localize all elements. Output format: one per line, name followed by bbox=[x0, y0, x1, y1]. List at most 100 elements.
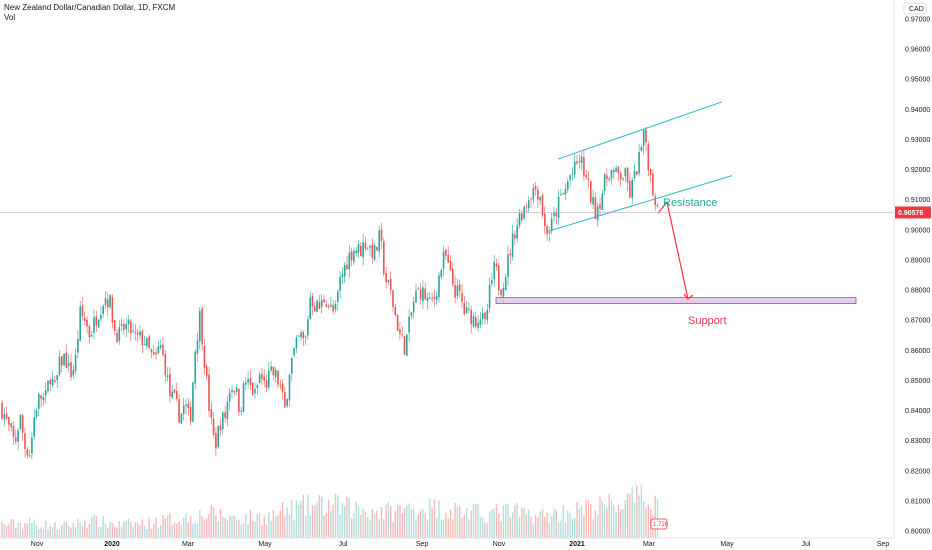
volume-bar bbox=[509, 517, 511, 538]
candle-body bbox=[350, 251, 353, 261]
candle-body bbox=[113, 320, 116, 331]
volume-bar bbox=[486, 523, 488, 538]
candle-body bbox=[88, 326, 91, 338]
volume-bar bbox=[376, 510, 378, 538]
volume-bar bbox=[81, 526, 84, 538]
candle-body bbox=[307, 319, 309, 336]
volume-bar bbox=[459, 506, 461, 538]
candle-body bbox=[583, 157, 585, 176]
candle-body bbox=[162, 344, 164, 355]
volume-bar bbox=[622, 509, 624, 538]
volume-bar bbox=[63, 522, 65, 538]
y-tick-label: 0.80000 bbox=[905, 529, 930, 536]
candle-body bbox=[270, 366, 272, 371]
volume-bar bbox=[385, 504, 387, 538]
volume-bar bbox=[592, 519, 594, 538]
volume-bar bbox=[212, 507, 215, 538]
candle-body bbox=[385, 272, 387, 283]
volume-bar bbox=[215, 515, 217, 538]
volume-bar bbox=[516, 502, 518, 538]
volume-bar bbox=[590, 504, 592, 538]
candle-body bbox=[215, 433, 217, 449]
volume-bar bbox=[10, 519, 12, 538]
annotations: 1.726 Resistance Support bbox=[495, 101, 857, 530]
volume-bar bbox=[518, 516, 521, 538]
volume-bar bbox=[560, 520, 562, 538]
volume-bar bbox=[160, 525, 162, 538]
volume-bar bbox=[344, 505, 346, 538]
candle-body bbox=[31, 437, 33, 454]
candle-body bbox=[394, 307, 397, 316]
volume-bar bbox=[229, 515, 231, 538]
volume-bar bbox=[339, 514, 341, 538]
candle-body bbox=[155, 352, 157, 355]
candle-body bbox=[633, 171, 636, 179]
volume-bar bbox=[620, 509, 622, 538]
candle-body bbox=[279, 384, 282, 386]
volume-bar bbox=[383, 519, 385, 538]
candle-body bbox=[440, 269, 443, 278]
candle-body bbox=[396, 315, 399, 331]
candle-body bbox=[560, 194, 562, 196]
volume-bar bbox=[1, 522, 3, 538]
candle-body bbox=[569, 175, 571, 180]
volume-bar bbox=[143, 525, 146, 538]
candle-body bbox=[95, 316, 98, 326]
candle-body bbox=[134, 332, 137, 334]
candle-body bbox=[502, 288, 505, 297]
volume-bar bbox=[337, 495, 339, 538]
volume-bar bbox=[28, 517, 31, 538]
volume-bars bbox=[1, 484, 659, 538]
y-tick-label: 0.93000 bbox=[905, 137, 930, 144]
candle-body bbox=[479, 319, 482, 325]
volume-bar bbox=[571, 519, 574, 538]
candle-body bbox=[649, 169, 652, 175]
candle-body bbox=[93, 317, 95, 334]
candle-body bbox=[238, 388, 240, 412]
candle-body bbox=[19, 414, 22, 429]
volume-bar bbox=[93, 514, 95, 538]
candle-body bbox=[210, 409, 213, 418]
candle-body bbox=[35, 410, 38, 417]
volume-bar bbox=[585, 500, 587, 538]
candle-body bbox=[541, 195, 544, 216]
candle-body bbox=[355, 250, 357, 254]
candle-body bbox=[219, 425, 222, 431]
candle-body bbox=[263, 376, 265, 381]
volume-bar bbox=[235, 519, 238, 538]
volume-bar bbox=[141, 519, 143, 538]
volume-bar bbox=[111, 523, 114, 538]
volume-bar bbox=[528, 509, 530, 538]
volume-bar bbox=[330, 511, 332, 538]
candle-body bbox=[116, 332, 118, 343]
volume-bar bbox=[150, 528, 153, 538]
volume-bar bbox=[169, 513, 171, 538]
x-tick-label: Sep bbox=[416, 541, 429, 548]
volume-bar bbox=[654, 495, 656, 538]
volume-bar bbox=[47, 529, 49, 538]
volume-bar bbox=[304, 515, 307, 538]
volume-bar bbox=[373, 513, 376, 538]
candle-body bbox=[449, 260, 452, 271]
candle-body bbox=[360, 245, 362, 257]
candle-body bbox=[652, 173, 654, 196]
volume-bar bbox=[206, 518, 208, 538]
candle-body bbox=[557, 196, 560, 218]
candle-body bbox=[1, 402, 3, 419]
volume-bar bbox=[364, 511, 367, 538]
y-tick-label: 0.84000 bbox=[905, 408, 930, 415]
volume-bar bbox=[564, 522, 567, 538]
x-tick-label: Sep bbox=[877, 541, 890, 548]
volume-bar bbox=[307, 494, 309, 538]
volume-bar bbox=[15, 527, 17, 538]
volume-bar bbox=[219, 508, 222, 538]
volume-bar bbox=[502, 505, 505, 538]
candle-body bbox=[654, 196, 656, 206]
volume-bar bbox=[636, 485, 638, 538]
candle-body bbox=[544, 213, 546, 227]
volume-bar bbox=[479, 516, 482, 538]
candle-body bbox=[341, 274, 344, 278]
candle-body bbox=[567, 181, 569, 190]
candle-body bbox=[491, 280, 493, 284]
